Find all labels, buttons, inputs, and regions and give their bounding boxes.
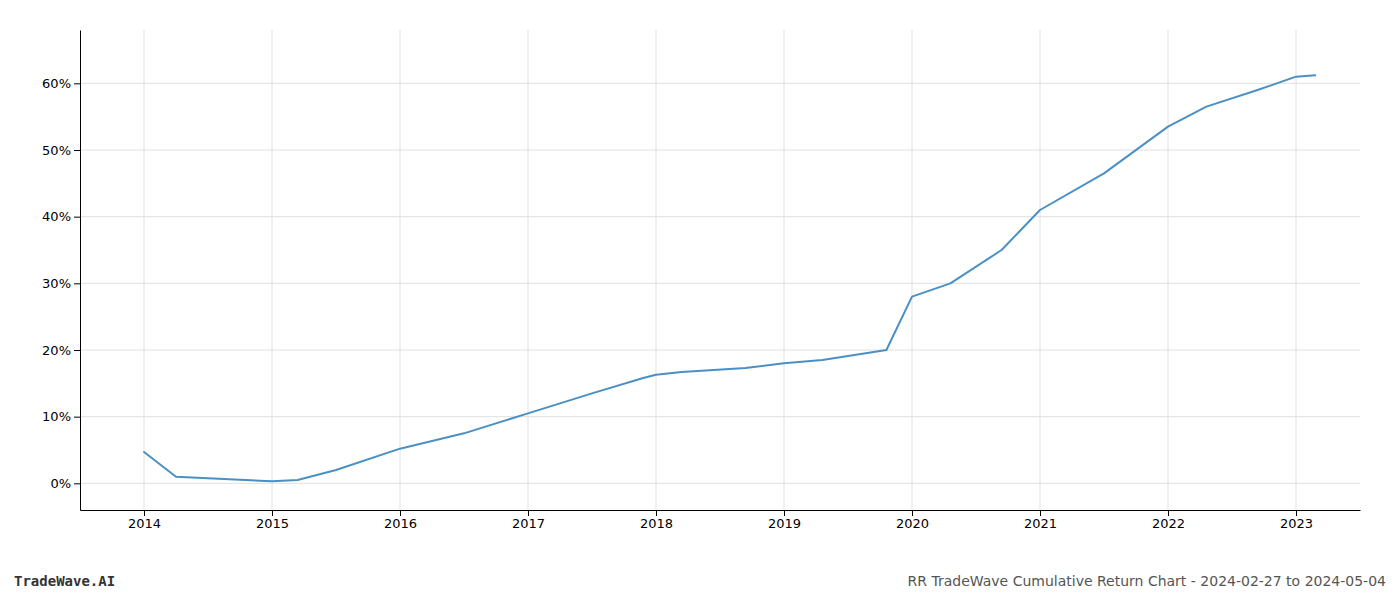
grid-line-y: [80, 283, 1360, 284]
y-tick-mark: [74, 283, 80, 284]
x-tick-mark: [656, 510, 657, 516]
y-tick-mark: [74, 83, 80, 84]
x-tick-label: 2017: [512, 516, 545, 531]
grid-line-x: [400, 30, 401, 510]
grid-line-x: [272, 30, 273, 510]
x-tick-mark: [912, 510, 913, 516]
grid-line-x: [784, 30, 785, 510]
grid-line-x: [144, 30, 145, 510]
y-tick-mark: [74, 417, 80, 418]
y-tick-mark: [74, 217, 80, 218]
x-tick: 2015: [256, 510, 289, 531]
x-tick-mark: [784, 510, 785, 516]
line: [144, 75, 1315, 481]
grid-line-x: [528, 30, 529, 510]
y-axis: 0% 10% 20% 30% 40% 50% 60%: [42, 31, 80, 511]
x-tick-mark: [1168, 510, 1169, 516]
y-tick-mark: [74, 150, 80, 151]
y-tick-label: 20%: [42, 343, 71, 358]
footer-right: RR TradeWave Cumulative Return Chart - 2…: [908, 573, 1387, 589]
x-tick: 2020: [896, 510, 929, 531]
x-tick-label: 2020: [896, 516, 929, 531]
x-tick-label: 2014: [128, 516, 161, 531]
y-axis-line: [80, 31, 81, 511]
chart: 2014 2015 2016 2017 2018 2019 2020 2021 2022 2023…: [0, 0, 1400, 600]
x-tick: 2022: [1152, 510, 1185, 531]
y-tick: 20%: [42, 343, 80, 358]
y-tick-label: 10%: [42, 409, 71, 424]
grid-line-y: [80, 350, 1360, 351]
x-tick-label: 2022: [1152, 516, 1185, 531]
x-tick: 2018: [640, 510, 673, 531]
grid-line-y: [80, 483, 1360, 484]
grid-line-y: [80, 150, 1360, 151]
x-tick-label: 2018: [640, 516, 673, 531]
grid-line-x: [1040, 30, 1041, 510]
grid: [80, 30, 1360, 510]
x-tick-mark: [272, 510, 273, 516]
y-tick-label: 0%: [50, 476, 71, 491]
grid-line-y: [80, 416, 1360, 417]
y-tick-label: 60%: [42, 76, 71, 91]
grid-line-x: [1296, 30, 1297, 510]
y-tick-label: 50%: [42, 143, 71, 158]
x-tick: 2023: [1280, 510, 1313, 531]
x-tick: 2016: [384, 510, 417, 531]
y-tick: 60%: [42, 76, 80, 91]
x-axis: 2014 2015 2016 2017 2018 2019 2020 2021 2022 2023: [81, 510, 1361, 531]
grid-line-x: [656, 30, 657, 510]
x-tick-label: 2023: [1280, 516, 1313, 531]
grid-line-x: [912, 30, 913, 510]
y-tick-mark: [74, 483, 80, 484]
grid-line-y: [80, 83, 1360, 84]
plot-area: [144, 75, 1315, 481]
y-tick-label: 30%: [42, 276, 71, 291]
x-tick-label: 2016: [384, 516, 417, 531]
y-tick: 30%: [42, 276, 80, 291]
x-tick-label: 2015: [256, 516, 289, 531]
x-tick: 2014: [128, 510, 161, 531]
x-tick-mark: [400, 510, 401, 516]
x-tick-mark: [528, 510, 529, 516]
y-tick-mark: [74, 350, 80, 351]
y-tick-label: 40%: [42, 209, 71, 224]
x-tick-mark: [1040, 510, 1041, 516]
x-tick: 2017: [512, 510, 545, 531]
x-tick-label: 2019: [768, 516, 801, 531]
y-tick: 50%: [42, 143, 80, 158]
y-tick: 0%: [50, 476, 80, 491]
x-tick-mark: [144, 510, 145, 516]
y-tick: 10%: [42, 409, 80, 424]
x-tick: 2019: [768, 510, 801, 531]
footer-left: TradeWave.AI: [14, 573, 115, 589]
x-tick-mark: [1296, 510, 1297, 516]
grid-line-y: [80, 216, 1360, 217]
y-tick: 40%: [42, 209, 80, 224]
x-tick: 2021: [1024, 510, 1057, 531]
grid-line-x: [1168, 30, 1169, 510]
x-tick-label: 2021: [1024, 516, 1057, 531]
